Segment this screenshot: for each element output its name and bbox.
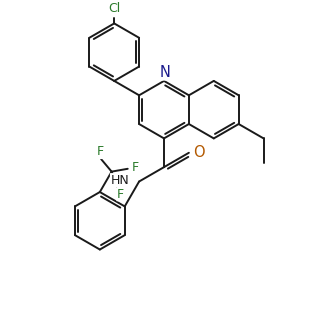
Text: F: F bbox=[117, 188, 124, 201]
Text: O: O bbox=[194, 145, 205, 160]
Text: N: N bbox=[160, 65, 171, 80]
Text: F: F bbox=[131, 161, 138, 174]
Text: F: F bbox=[97, 146, 104, 158]
Text: HN: HN bbox=[111, 174, 129, 187]
Text: Cl: Cl bbox=[108, 2, 120, 15]
